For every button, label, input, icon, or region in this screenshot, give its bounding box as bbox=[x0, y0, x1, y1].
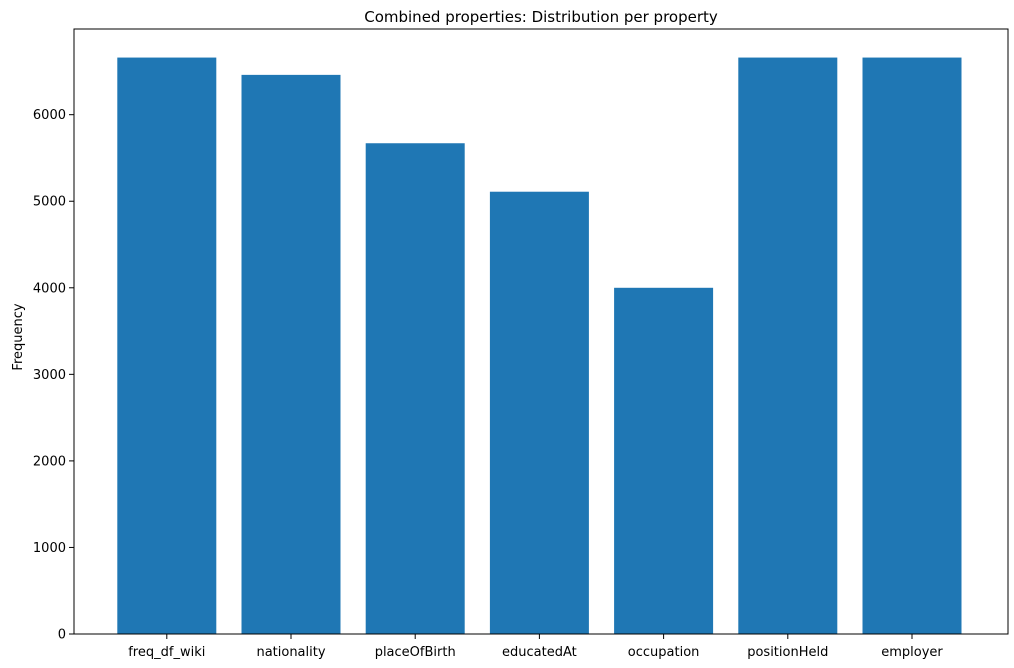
x-tick-label: employer bbox=[881, 645, 943, 660]
y-tick-label: 0 bbox=[58, 628, 66, 643]
chart-title: Combined properties: Distribution per pr… bbox=[364, 8, 718, 26]
x-tick-label: positionHeld bbox=[747, 645, 828, 660]
y-tick-label: 2000 bbox=[33, 454, 66, 469]
y-tick-label: 5000 bbox=[33, 195, 66, 210]
bar-occupation bbox=[614, 287, 714, 634]
y-tick-label: 1000 bbox=[33, 541, 66, 556]
plot-frame bbox=[73, 28, 1009, 635]
y-tick-label: 4000 bbox=[33, 281, 66, 296]
bar-nationality bbox=[241, 74, 341, 634]
bars-group bbox=[117, 57, 962, 634]
bar-employer bbox=[862, 57, 962, 634]
bar-educatedAt bbox=[489, 191, 589, 634]
y-ticks-group: 0 1000 2000 3000 4000 5000 6000 bbox=[33, 108, 74, 643]
bar-placeOfBirth bbox=[365, 143, 465, 634]
y-axis-label: Frequency bbox=[11, 303, 26, 370]
y-tick-label: 3000 bbox=[33, 368, 66, 383]
bar-freq_df_wiki bbox=[117, 57, 217, 634]
y-tick-label: 6000 bbox=[33, 108, 66, 123]
x-tick-label: nationality bbox=[256, 645, 325, 660]
x-tick-label: freq_df_wiki bbox=[128, 645, 205, 660]
x-tick-label: occupation bbox=[628, 645, 700, 660]
bar-positionHeld bbox=[738, 57, 838, 634]
x-tick-label: educatedAt bbox=[502, 645, 577, 660]
x-ticks-group: freq_df_wiki nationality placeOfBirth educa… bbox=[128, 634, 943, 660]
x-tick-label: placeOfBirth bbox=[375, 645, 456, 660]
